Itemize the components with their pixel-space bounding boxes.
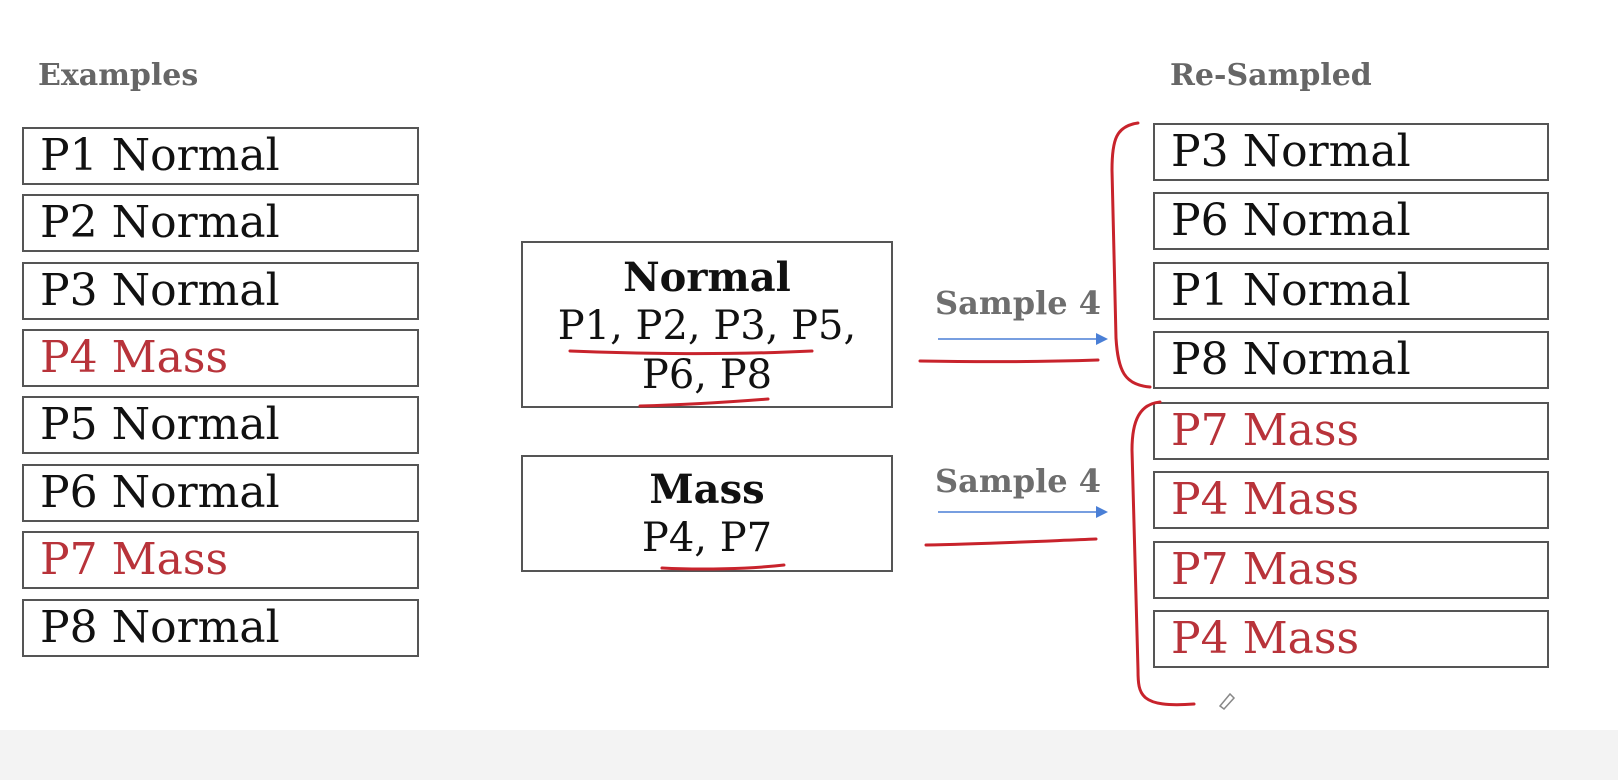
- example-row-p8: P8 Normal: [22, 599, 419, 657]
- example-id: P1: [40, 130, 98, 181]
- resampled-label: Mass: [1242, 405, 1360, 456]
- normal-group-title: Normal: [623, 254, 791, 301]
- example-row-p2: P2 Normal: [22, 194, 419, 252]
- mass-group-title: Mass: [649, 466, 765, 513]
- resampled-id: P1: [1171, 265, 1229, 316]
- resampled-id: P4: [1171, 474, 1229, 525]
- resampled-label: Mass: [1242, 613, 1360, 664]
- example-label: Normal: [111, 265, 280, 316]
- example-id: P7: [40, 534, 98, 585]
- example-row-p1: P1 Normal: [22, 127, 419, 185]
- resampled-label: Mass: [1242, 544, 1360, 595]
- example-row-p6: P6 Normal: [22, 464, 419, 522]
- resampled-row-3: P1 Normal: [1153, 262, 1549, 320]
- normal-arrow-stroke: [918, 358, 1100, 364]
- example-id: P3: [40, 265, 98, 316]
- example-id: P6: [40, 467, 98, 518]
- example-label: Normal: [111, 602, 280, 653]
- normal-resampled-bracket: [1110, 121, 1152, 389]
- underline-normal-members-line2: [638, 397, 770, 408]
- resampled-row-6: P4 Mass: [1153, 471, 1549, 529]
- example-id: P5: [40, 399, 98, 450]
- mass-group-box: Mass P4, P7: [521, 455, 893, 572]
- resampled-row-1: P3 Normal: [1153, 123, 1549, 181]
- mass-group-members: P4, P7: [641, 515, 773, 561]
- resampled-label: Mass: [1242, 474, 1360, 525]
- example-row-p5: P5 Normal: [22, 396, 419, 454]
- example-row-p4: P4 Mass: [22, 329, 419, 387]
- example-id: P8: [40, 602, 98, 653]
- example-label: Normal: [111, 130, 280, 181]
- mass-arrow-stroke: [924, 537, 1098, 547]
- resampled-id: P7: [1171, 544, 1229, 595]
- mass-resampled-bracket: [1130, 400, 1196, 707]
- normal-group-box: Normal P1, P2, P3, P5, P6, P8: [521, 241, 893, 408]
- sample-normal-label: Sample 4: [935, 284, 1101, 322]
- example-label: Mass: [111, 534, 229, 585]
- normal-group-members-line1: P1, P2, P3, P5,: [557, 303, 857, 349]
- resampled-heading: Re-Sampled: [1170, 58, 1372, 93]
- resampled-id: P8: [1171, 334, 1229, 385]
- example-id: P2: [40, 197, 98, 248]
- resampled-row-4: P8 Normal: [1153, 331, 1549, 389]
- examples-heading: Examples: [38, 58, 199, 93]
- sample-mass-label: Sample 4: [935, 462, 1101, 500]
- example-row-p7: P7 Mass: [22, 531, 419, 589]
- example-label: Normal: [111, 197, 280, 248]
- resampled-row-8: P4 Mass: [1153, 610, 1549, 668]
- resampled-row-5: P7 Mass: [1153, 402, 1549, 460]
- resampled-id: P4: [1171, 613, 1229, 664]
- resampled-row-7: P7 Mass: [1153, 541, 1549, 599]
- underline-mass-members: [660, 563, 786, 571]
- underline-normal-members-line1: [568, 349, 814, 356]
- pen-cursor-icon: [1218, 692, 1236, 711]
- resampled-label: Normal: [1242, 126, 1411, 177]
- example-label: Normal: [111, 399, 280, 450]
- example-row-p3: P3 Normal: [22, 262, 419, 320]
- normal-group-members-line2: P6, P8: [641, 352, 773, 398]
- footer-band: [0, 730, 1618, 780]
- example-id: P4: [40, 332, 98, 383]
- example-label: Normal: [111, 467, 280, 518]
- resampled-label: Normal: [1242, 334, 1411, 385]
- resampled-id: P6: [1171, 195, 1229, 246]
- example-label: Mass: [111, 332, 229, 383]
- resampled-id: P3: [1171, 126, 1229, 177]
- resampled-label: Normal: [1242, 195, 1411, 246]
- resampled-row-2: P6 Normal: [1153, 192, 1549, 250]
- resampled-label: Normal: [1242, 265, 1411, 316]
- resampled-id: P7: [1171, 405, 1229, 456]
